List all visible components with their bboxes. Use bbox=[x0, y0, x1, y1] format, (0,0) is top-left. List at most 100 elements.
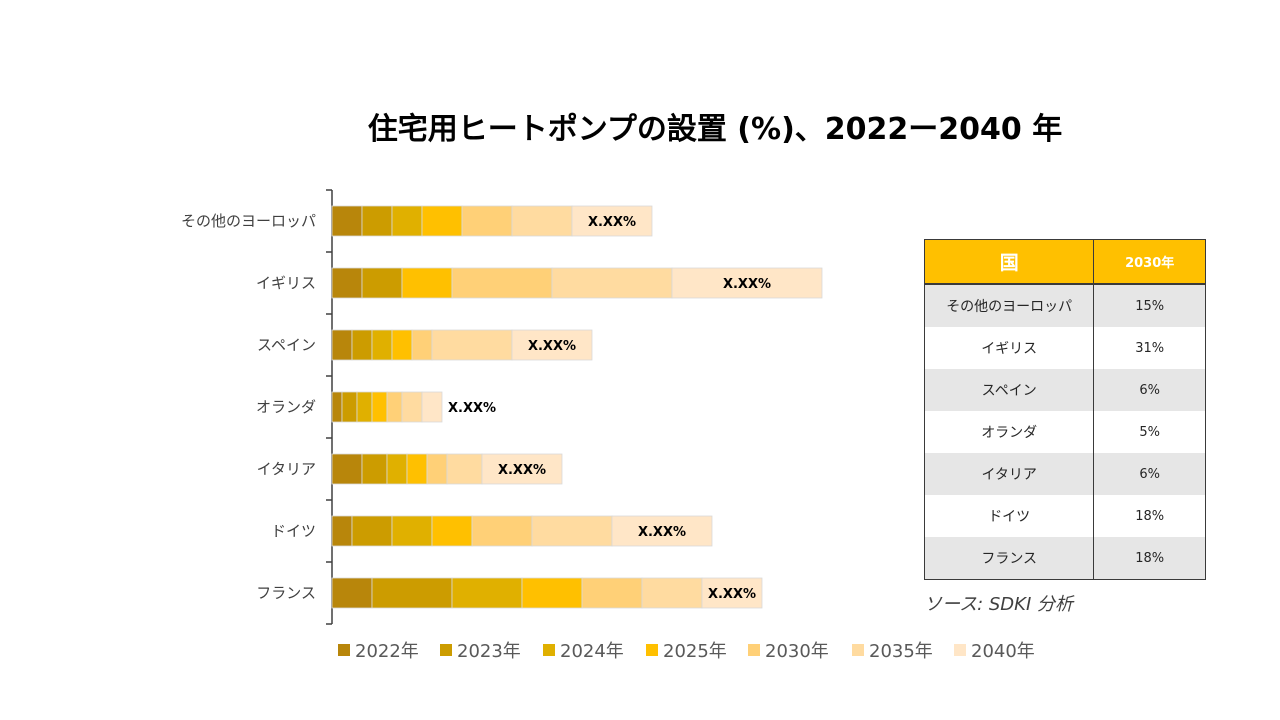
bar-segment bbox=[426, 453, 448, 485]
chart-title: 住宅用ヒートポンプの設置 (%)、2022ー2040 年 bbox=[367, 112, 1063, 147]
data-label: X.XX% bbox=[588, 215, 636, 230]
bar-segment bbox=[351, 329, 373, 361]
bar-segment bbox=[356, 391, 373, 423]
bar-segment bbox=[351, 515, 393, 547]
table-cell-country: フランス bbox=[925, 537, 1095, 579]
legend-label: 2040年 bbox=[971, 641, 1035, 662]
bar-segment bbox=[511, 329, 593, 361]
legend-swatch bbox=[543, 644, 555, 656]
table-cell-country: その他のヨーロッパ bbox=[925, 285, 1095, 327]
bar-segment bbox=[331, 205, 363, 237]
legend-swatch bbox=[646, 644, 658, 656]
table-cell-value: 5% bbox=[1139, 424, 1160, 440]
table-row: その他のヨーロッパ 15% bbox=[925, 285, 1205, 327]
bar-segment bbox=[406, 453, 428, 485]
data-label: X.XX% bbox=[448, 401, 496, 416]
category-label: フランス bbox=[256, 584, 316, 602]
data-label: X.XX% bbox=[638, 525, 686, 540]
bar-segment bbox=[411, 329, 433, 361]
table-row: イタリア 6% bbox=[925, 453, 1205, 495]
legend-label: 2024年 bbox=[560, 641, 624, 662]
bar-segment bbox=[331, 267, 363, 299]
legend-swatch bbox=[440, 644, 452, 656]
bar-segment bbox=[641, 577, 703, 609]
category-label: スペイン bbox=[257, 336, 316, 354]
bar-segment bbox=[386, 453, 408, 485]
bar-segment bbox=[331, 577, 373, 609]
bar-segment bbox=[571, 205, 653, 237]
table-cell-value: 18% bbox=[1135, 508, 1165, 524]
bar-segment bbox=[471, 515, 533, 547]
legend-label: 2035年 bbox=[869, 641, 933, 662]
table-cell-value: 31% bbox=[1135, 340, 1165, 356]
table-row: ドイツ 18% bbox=[925, 495, 1205, 537]
bar-segment bbox=[331, 453, 363, 485]
data-label: X.XX% bbox=[723, 277, 771, 292]
bar-segment bbox=[451, 267, 553, 299]
category-label: ドイツ bbox=[271, 522, 316, 540]
bar-segment bbox=[401, 267, 453, 299]
bar-segment bbox=[421, 205, 463, 237]
category-label: オランダ bbox=[256, 398, 316, 416]
category-label: イギリス bbox=[256, 274, 316, 292]
bar-segment bbox=[391, 205, 423, 237]
bar-segment bbox=[371, 391, 388, 423]
bar-segment bbox=[451, 577, 523, 609]
legend-label: 2025年 bbox=[663, 641, 727, 662]
bar-segment bbox=[421, 391, 443, 423]
table-cell-country: スペイン bbox=[925, 369, 1095, 411]
data-label: X.XX% bbox=[498, 463, 546, 478]
data-label: X.XX% bbox=[528, 339, 576, 354]
bar-segment bbox=[401, 391, 423, 423]
bar-segment bbox=[431, 329, 513, 361]
table-cell-value: 18% bbox=[1135, 550, 1165, 566]
table-header-row: 国 2030年 bbox=[925, 240, 1205, 285]
bar-segment bbox=[331, 391, 343, 423]
bar-segment bbox=[671, 267, 823, 299]
source-note: ソース: SDKI 分析 bbox=[924, 594, 1074, 615]
table-cell-country: オランダ bbox=[925, 411, 1095, 453]
legend-swatch bbox=[748, 644, 760, 656]
table-cell-country: ドイツ bbox=[925, 495, 1095, 537]
bar-segment bbox=[551, 267, 673, 299]
bar-segment bbox=[446, 453, 483, 485]
legend-swatch bbox=[852, 644, 864, 656]
legend-swatch bbox=[954, 644, 966, 656]
table-header-2030: 2030年 bbox=[1125, 256, 1175, 271]
table-cell-country: イギリス bbox=[925, 327, 1095, 369]
bar-segment bbox=[331, 329, 353, 361]
table-row: フランス 18% bbox=[925, 537, 1205, 579]
bar-segment bbox=[581, 577, 643, 609]
table-row: オランダ 5% bbox=[925, 411, 1205, 453]
bar-segment bbox=[361, 205, 393, 237]
legend-label: 2030年 bbox=[765, 641, 829, 662]
bar-segment bbox=[331, 515, 353, 547]
bar-segment bbox=[361, 453, 388, 485]
bar-segment bbox=[361, 267, 403, 299]
category-label: イタリア bbox=[257, 460, 316, 478]
data-label: X.XX% bbox=[708, 587, 756, 602]
bar-segment bbox=[391, 515, 433, 547]
legend-swatch bbox=[338, 644, 350, 656]
table-row: スペイン 6% bbox=[925, 369, 1205, 411]
table-cell-value: 15% bbox=[1135, 298, 1165, 314]
bar-segment bbox=[391, 329, 413, 361]
bar-segment bbox=[511, 205, 573, 237]
category-label: その他のヨーロッパ bbox=[181, 212, 316, 230]
bar-segment bbox=[341, 391, 358, 423]
bar-segment bbox=[701, 577, 763, 609]
bar-segment bbox=[611, 515, 713, 547]
legend-label: 2022年 bbox=[355, 641, 419, 662]
bar-segment bbox=[531, 515, 613, 547]
bar-segment bbox=[461, 205, 513, 237]
table-cell-value: 6% bbox=[1139, 382, 1160, 398]
bar-segment bbox=[386, 391, 403, 423]
data-table: 国 2030年 その他のヨーロッパ 15% イギリス 31% スペイン 6% オ… bbox=[924, 239, 1206, 580]
bar-segment bbox=[521, 577, 583, 609]
table-header-country: 国 bbox=[925, 240, 1095, 283]
bar-segment bbox=[371, 329, 393, 361]
bar-segment bbox=[481, 453, 563, 485]
table-row: イギリス 31% bbox=[925, 327, 1205, 369]
bar-segment bbox=[371, 577, 453, 609]
